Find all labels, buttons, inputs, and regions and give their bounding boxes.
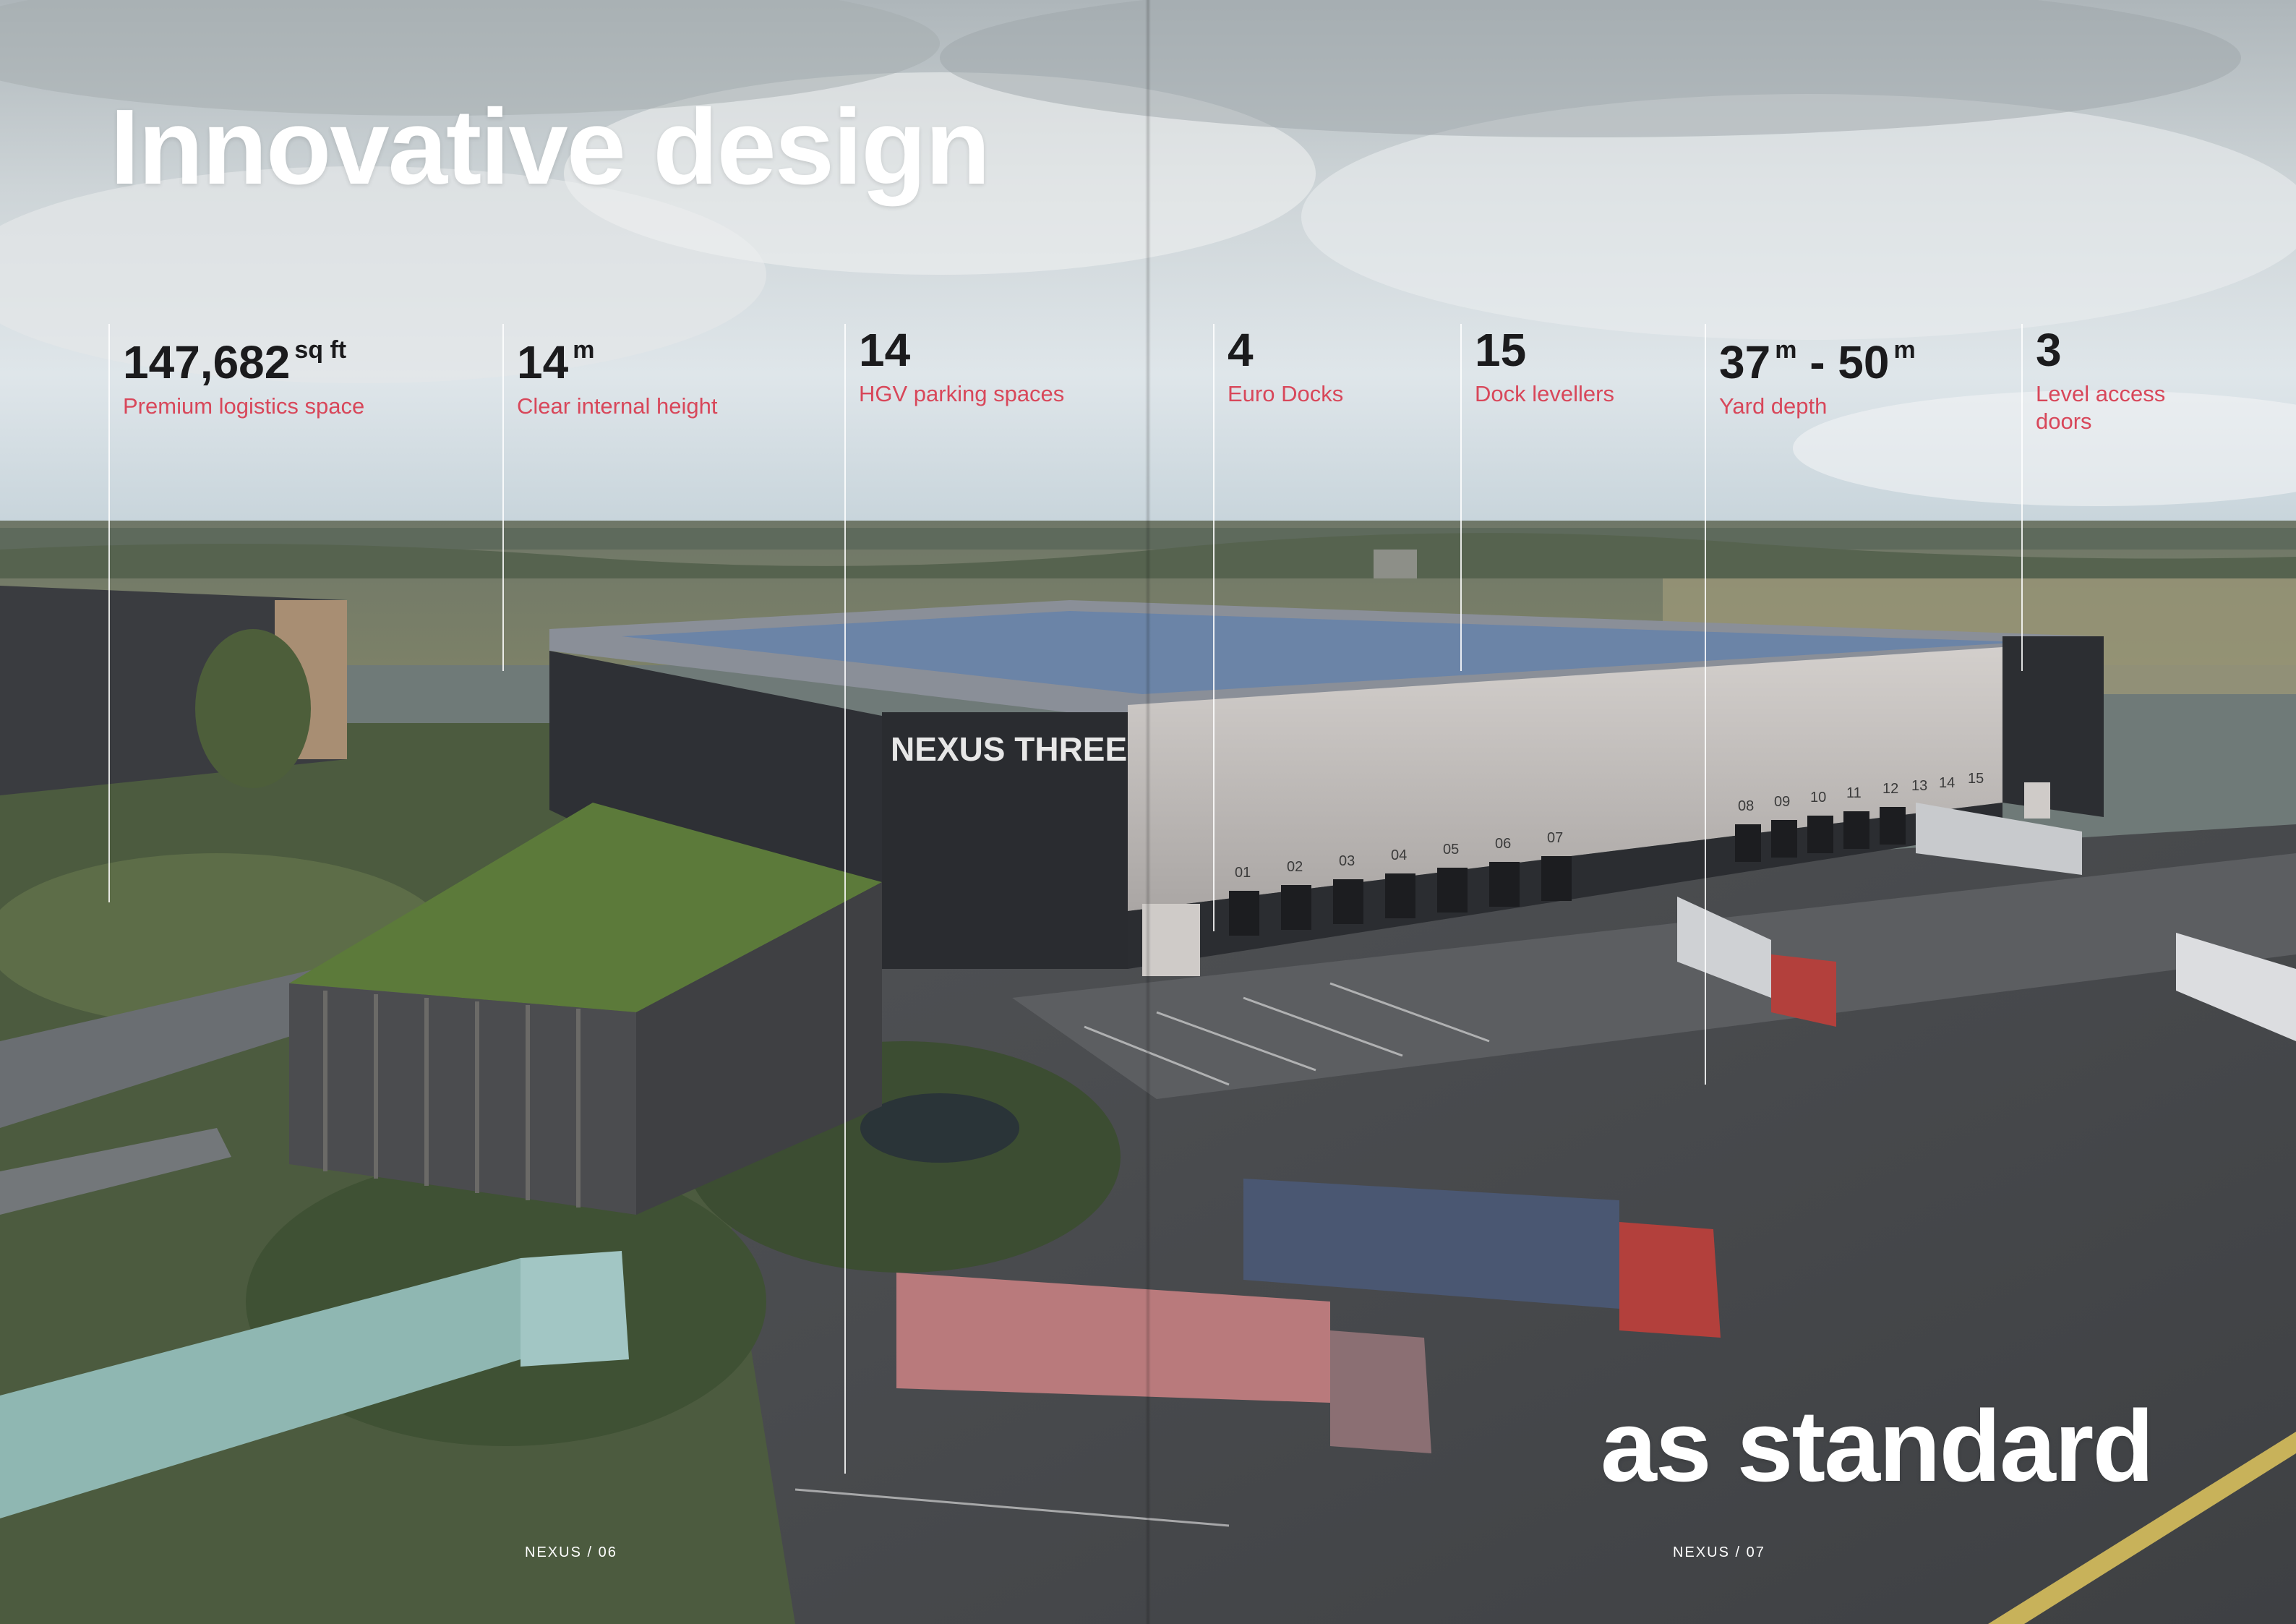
stat-dock-levellers: 15 Dock levellers [1460,324,1692,671]
stat-value: 37 m - 50 m [1719,324,2008,388]
dock-number: 06 [1495,836,1512,852]
stat-unit: m [573,336,595,364]
stat-value: 4 [1228,324,1254,376]
stat-label: Euro Docks [1228,381,1344,406]
stat-value: 147,682 sq ft [123,324,455,388]
dock-number: 14 [1939,775,1956,791]
stat-label: Level access doors [2036,381,2166,434]
dock-number: 08 [1738,798,1755,814]
building-sign: NEXUS THREE [891,730,1127,768]
dock-number: 01 [1235,865,1251,881]
stat-number: 147,682 [123,336,291,388]
stat-floor-space: 147,682 sq ft Premium logistics space [108,324,455,902]
stat-level-access-doors: 3 Level access doors [2021,324,2253,671]
stat-yard-depth: 37 m - 50 m Yard depth [1705,324,2008,1085]
stat-separator: - [1796,336,1838,388]
dock-number: 13 [1911,778,1928,794]
stat-value: 14 [859,324,911,376]
dock-number: 05 [1443,842,1460,858]
stat-label: HGV parking spaces [859,381,1065,406]
stat-clear-height: 14 m Clear internal height [502,324,821,671]
dock-number: 11 [1846,785,1862,801]
stat-unit-b: m [1893,336,1916,364]
dock-number: 02 [1287,859,1303,875]
dock-number: 12 [1882,781,1899,797]
stat-value: 14 m [517,324,821,388]
page-folio-left: NEXUS / 06 [525,1544,617,1560]
stat-label: Dock levellers [1475,381,1614,406]
stat-number-b: 50 [1838,336,1890,388]
stat-number-a: 37 [1719,336,1771,388]
stat-unit-a: m [1775,336,1797,364]
headline-top: Innovative design [110,87,990,207]
dock-number: 15 [1968,771,1984,787]
stat-number: 14 [517,336,569,388]
dock-number: 07 [1547,830,1564,846]
stat-unit: sq ft [294,336,347,364]
page-folio-right: NEXUS / 07 [1673,1544,1765,1560]
dock-number: 04 [1391,847,1408,863]
page-gutter [1145,0,1151,1624]
stat-label: Premium logistics space [123,393,365,419]
dock-number: 10 [1810,790,1827,805]
stat-euro-docks: 4 Euro Docks [1213,324,1444,931]
stat-label: Clear internal height [517,393,718,419]
headline-bottom: as standard [1601,1389,2154,1503]
dock-number: 03 [1339,853,1355,869]
stat-label: Yard depth [1719,393,1828,419]
stat-value: 15 [1475,324,1527,376]
dock-number: 09 [1774,794,1791,810]
stat-hgv-parking: 14 HGV parking spaces [844,324,1162,1474]
stat-value: 3 [2036,324,2062,376]
